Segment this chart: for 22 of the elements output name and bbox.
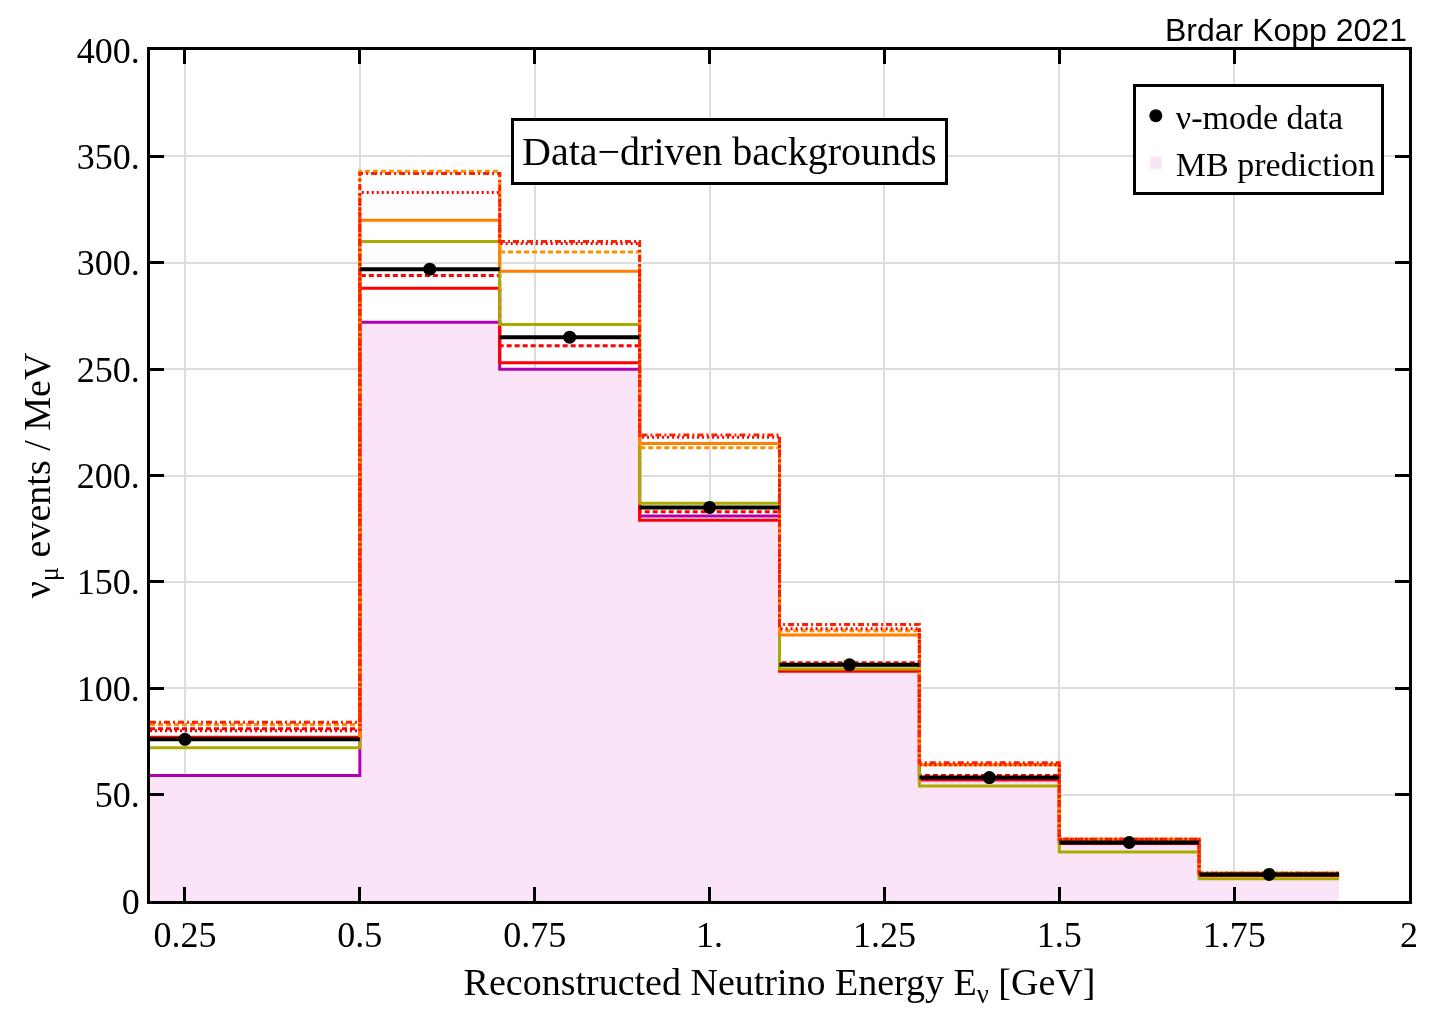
- y-tick-label: 400.: [76, 30, 140, 71]
- legend-label: MB prediction: [1175, 146, 1376, 184]
- y-tick-label: 50.: [94, 775, 140, 816]
- x-tick-label: 1.: [696, 915, 724, 956]
- x-tick-label: 1.5: [1036, 915, 1082, 956]
- legend-label: ν-mode data: [1175, 98, 1344, 136]
- x-tick-label: 0.25: [153, 915, 217, 956]
- x-tick-label: 0.5: [337, 915, 383, 956]
- x-tick-label: 1.25: [852, 915, 916, 956]
- x-axis-title: Reconstructed Neutrino Energy E$_{ν}$ [GeV]: [463, 961, 1096, 1010]
- text: Brdar Kopp 2021: [1165, 12, 1407, 48]
- y-tick-label: 150.: [76, 562, 140, 603]
- y-tick-label: 100.: [76, 668, 140, 709]
- x-tick-label: 1.75: [1202, 915, 1266, 956]
- annotation: Data−driven backgrounds: [522, 129, 937, 174]
- x-tick-label: 0.75: [503, 915, 567, 956]
- y-tick-label: 250.: [76, 349, 140, 390]
- x-tick-label: 2: [1400, 915, 1418, 956]
- y-tick-label: 300.: [76, 243, 140, 284]
- y-tick-label: 0: [121, 881, 140, 922]
- y-tick-label: 200.: [76, 456, 140, 497]
- y-tick-label: 350.: [76, 136, 140, 177]
